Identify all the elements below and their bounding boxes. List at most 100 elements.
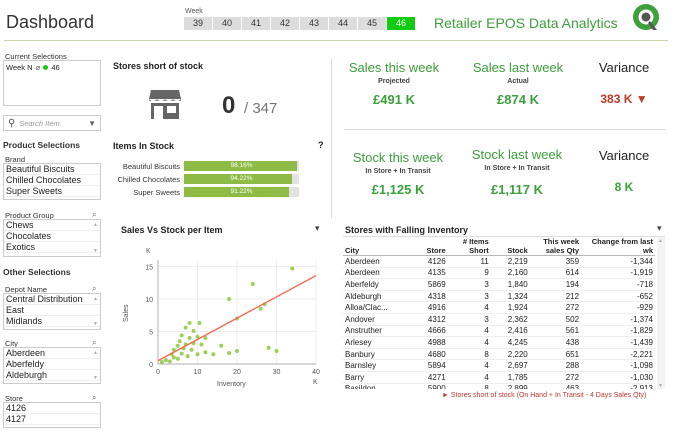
brand-listbox[interactable]: Beautiful Biscuits Chilled Chocolates Su… [3,163,101,200]
table-row[interactable]: Basildon 5900 8 2,899 463 -2,913 [343,383,655,389]
search-dropdown-icon[interactable]: ▼ [88,118,96,128]
current-selection-value: 46 [51,63,60,72]
stock-bar-fill [184,174,293,184]
city-item[interactable]: Aldeburgh [4,370,100,381]
store-search-icon[interactable]: ⌕ [92,393,97,402]
table-row[interactable]: Arlesey 4988 4 4,245 438 -1,439 [343,336,655,349]
search-box[interactable]: ⚲ Search Item ▼ [3,115,101,131]
clear-selection-icon[interactable]: ⌀ [35,63,41,72]
store-listbox[interactable]: 4126 4127 [3,402,101,428]
table-cell: 2,220 [490,348,530,361]
table-cell: 4318 [402,290,448,303]
store-item[interactable]: 4126 [4,403,100,414]
brand-label: Brand [5,155,26,164]
x-tick-label: 40 [312,369,320,376]
scroll-down-icon[interactable]: ▼ [93,375,98,381]
brand-item[interactable]: Beautiful Biscuits [4,164,100,175]
stock-bar-row[interactable]: Chilled Chocolates 94.22% [114,174,299,184]
week-cell[interactable]: 44 [329,17,358,30]
scroll-up-icon[interactable]: ▲ [658,238,663,244]
scatter-menu-icon[interactable]: ▾ [315,223,320,233]
depot-search-icon[interactable]: ⌕ [92,284,97,293]
scroll-up-icon[interactable]: ▲ [93,222,98,228]
scatter-point [227,350,232,355]
table-cell: 2,697 [490,359,530,372]
store-item[interactable]: 4127 [4,414,100,425]
table-row[interactable]: Anstruther 4666 4 2,416 561 -1,829 [343,325,655,338]
table-cell: 4271 [402,371,448,384]
store-icon [149,90,181,119]
week-cell[interactable]: 43 [300,17,329,30]
table-row[interactable]: Aberfeldy 5869 3 1,840 194 -718 [343,278,655,291]
depot-item[interactable]: Central Distribution [4,294,100,305]
short-stock-total: / 347 [244,100,278,117]
depot-listbox[interactable]: Central Distribution East Midlands ▲ ▼ [3,293,101,330]
week-cell[interactable]: 41 [242,17,271,30]
product-group-listbox[interactable]: Chews Chocolates Exotics ▲ ▼ [3,219,101,257]
table-scrollbar[interactable]: ▲ ▼ [657,237,665,389]
stock-bar-row[interactable]: Super Sweets 91.22% [114,187,299,197]
help-icon[interactable]: ? [318,140,324,150]
stock-bar-label: Beautiful Biscuits [122,161,180,171]
table-cell: 4680 [402,348,448,361]
column-header[interactable]: City [343,237,403,256]
table-cell: 561 [529,325,582,338]
scatter-point [211,352,216,357]
table-cell: 4135 [402,267,448,280]
city-listbox[interactable]: Aberdeen Aberfeldy Aldeburgh ▲ ▼ [3,347,101,384]
city-item[interactable]: Aberfeldy [4,359,100,370]
scroll-up-icon[interactable]: ▲ [93,296,98,302]
column-header[interactable]: Store [402,237,448,256]
scroll-down-icon[interactable]: ▼ [658,383,663,389]
product-group-item[interactable]: Chocolates [4,231,100,242]
column-header[interactable]: Change from last wk [581,237,655,256]
stock-bar-row[interactable]: Beautiful Biscuits 98.16% [114,161,299,171]
city-item[interactable]: Aberdeen [4,348,100,359]
week-cell[interactable]: 46 [387,17,416,30]
kpi-title: Variance [598,60,650,75]
table-cell: -718 [581,278,655,291]
depot-item[interactable]: East [4,305,100,316]
column-header[interactable]: Stock [490,237,530,256]
week-cell[interactable]: 40 [213,17,242,30]
product-group-item[interactable]: Chews [4,220,100,231]
brand-item[interactable]: Super Sweets [4,186,100,197]
kpi-sub: In Store + In Transit [484,165,550,172]
stock-bar-label: Super Sweets [133,187,180,197]
table-row[interactable]: Aberdeen 4126 11 2,219 359 -1,344 [343,255,655,268]
table-menu-icon[interactable]: ▾ [657,223,662,233]
scroll-down-icon[interactable]: ▼ [93,248,98,254]
kpi-value: £1,117 K [490,182,544,197]
table-footnote: ► Stores short of stock (On Hand + In Tr… [442,392,647,399]
table-row[interactable]: Alloa/Clac... 4916 4 1,924 272 -929 [343,301,655,314]
column-header[interactable]: # Items Short [447,237,491,256]
scatter-point [179,333,184,338]
brand-item[interactable]: Chilled Chocolates [4,175,100,186]
stock-bar-pct: 91.22% [230,188,253,195]
table-row[interactable]: Banbury 4680 8 2,220 651 -2,221 [343,348,655,361]
depot-item[interactable]: Midlands [4,316,100,327]
table-cell: 5894 [402,359,448,372]
column-header[interactable]: This week sales Qty [529,237,582,256]
depot-label: Depot Name [5,285,48,294]
week-cell[interactable]: 42 [271,17,300,30]
week-cell[interactable]: 45 [358,17,387,30]
scroll-down-icon[interactable]: ▼ [93,321,98,327]
search-input[interactable]: Search Item [19,118,60,128]
kpi-value: 383 K ▼ [600,92,648,106]
product-group-search-icon[interactable]: ⌕ [92,210,97,219]
scroll-up-icon[interactable]: ▲ [93,350,98,356]
table-row[interactable]: Barnsley 5894 4 2,697 288 -1,098 [343,359,655,372]
city-search-icon[interactable]: ⌕ [92,338,97,347]
x-tick-label: 30 [273,369,281,376]
week-cell[interactable]: 39 [184,17,213,30]
table-row[interactable]: Aldeburgh 4318 3 1,324 212 -652 [343,290,655,303]
product-group-item[interactable]: Exotics [4,242,100,253]
table-row[interactable]: Barry 4271 4 1,785 272 -1,030 [343,371,655,384]
table-row[interactable]: Aberdeen 4135 9 2,160 614 -1,919 [343,267,655,280]
table-cell: Anstruther [343,325,403,338]
app-title: Retailer EPOS Data Analytics [434,15,618,31]
scatter-point [199,342,204,347]
table-row[interactable]: Andover 4312 3 2,362 502 -1,374 [343,313,655,326]
table-cell: 4 [447,301,491,314]
